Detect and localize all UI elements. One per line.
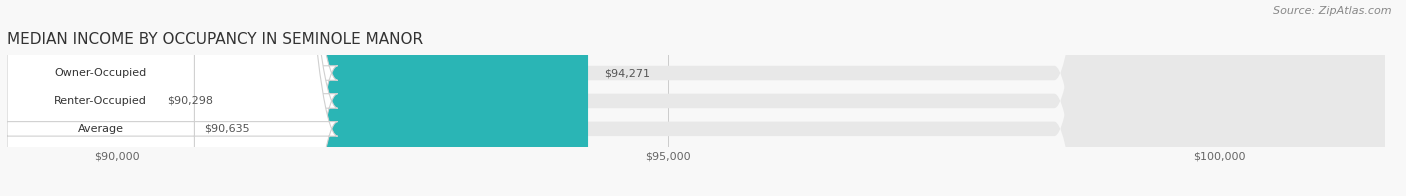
FancyBboxPatch shape	[7, 0, 1385, 196]
Text: Owner-Occupied: Owner-Occupied	[55, 68, 146, 78]
FancyBboxPatch shape	[0, 0, 337, 196]
FancyBboxPatch shape	[0, 0, 337, 196]
FancyBboxPatch shape	[7, 0, 1385, 196]
FancyBboxPatch shape	[7, 0, 1385, 196]
FancyBboxPatch shape	[0, 0, 337, 196]
Text: $90,635: $90,635	[204, 124, 249, 134]
Text: $90,298: $90,298	[167, 96, 212, 106]
Text: Average: Average	[77, 124, 124, 134]
FancyBboxPatch shape	[0, 0, 337, 196]
Text: $94,271: $94,271	[605, 68, 651, 78]
FancyBboxPatch shape	[7, 0, 588, 196]
Text: MEDIAN INCOME BY OCCUPANCY IN SEMINOLE MANOR: MEDIAN INCOME BY OCCUPANCY IN SEMINOLE M…	[7, 32, 423, 47]
Text: Source: ZipAtlas.com: Source: ZipAtlas.com	[1274, 6, 1392, 16]
FancyBboxPatch shape	[0, 0, 337, 196]
Text: Renter-Occupied: Renter-Occupied	[55, 96, 148, 106]
